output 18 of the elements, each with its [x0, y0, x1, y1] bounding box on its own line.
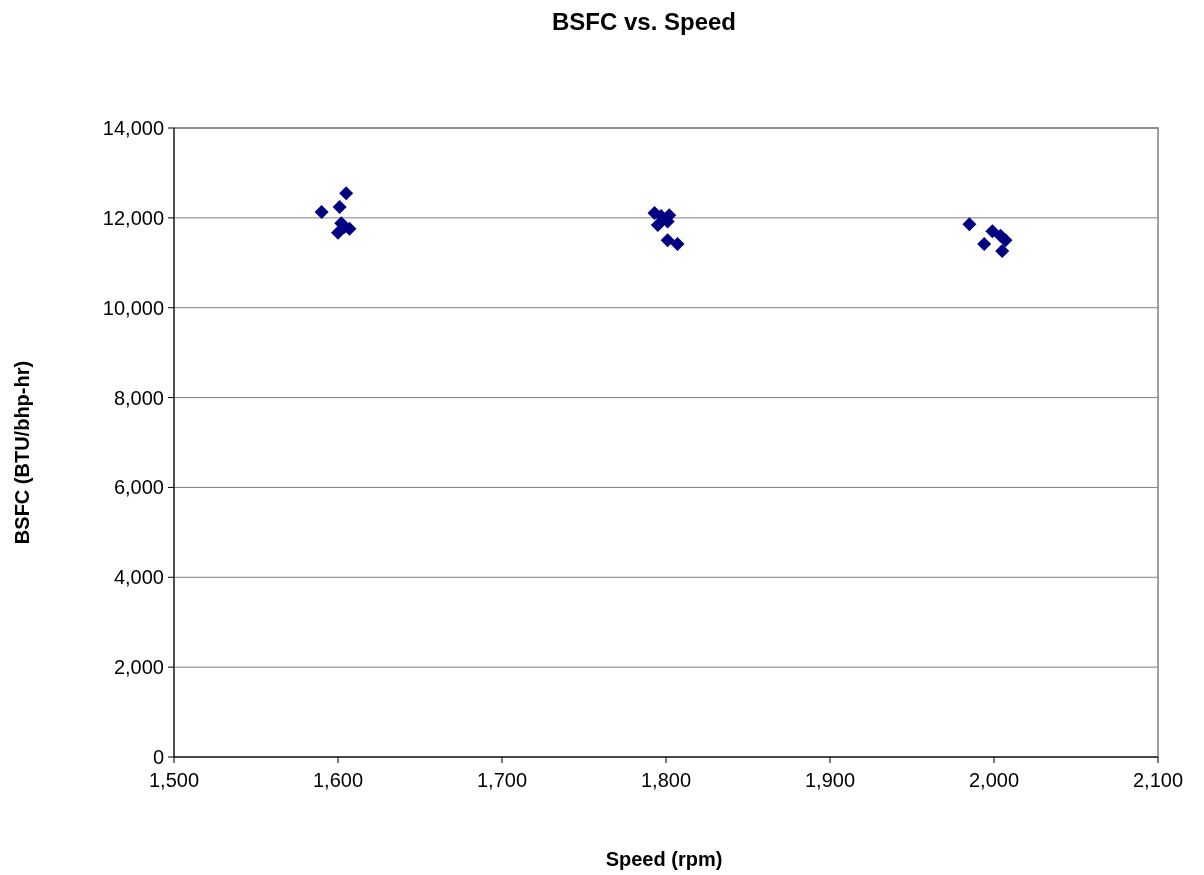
- x-tick-label: 2,000: [968, 769, 1020, 791]
- x-tick-label: 2,100: [1132, 769, 1184, 791]
- y-axis-title: BSFC (BTU/bhp-hr): [11, 360, 33, 545]
- y-tick-label: 8,000: [113, 386, 164, 409]
- x-tick-label: 1,600: [312, 769, 364, 791]
- x-axis-title: Speed (rpm): [605, 848, 723, 870]
- y-tick-label: 2,000: [113, 656, 164, 679]
- x-tick-label: 1,900: [804, 769, 856, 791]
- chart-title: BSFC vs. Speed: [551, 8, 737, 35]
- y-tick-label: 12,000: [102, 206, 164, 229]
- x-tick-label: 1,700: [476, 769, 528, 791]
- y-tick-label: 6,000: [113, 476, 164, 499]
- x-tick-label: 1,800: [640, 769, 692, 791]
- y-tick-label: 10,000: [102, 296, 164, 319]
- x-tick-label: 1,500: [148, 769, 200, 791]
- y-tick-label: 0: [152, 746, 164, 768]
- y-tick-label: 4,000: [113, 566, 164, 589]
- y-tick-label: 14,000: [102, 117, 164, 139]
